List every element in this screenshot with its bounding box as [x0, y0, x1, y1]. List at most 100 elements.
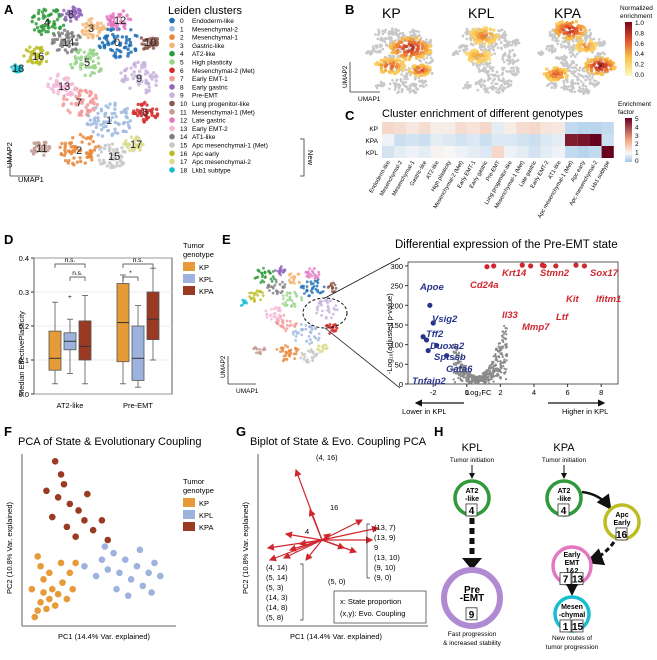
cluster-label-10: 10	[144, 37, 156, 49]
umap-point	[104, 111, 108, 116]
umap-point	[96, 116, 100, 120]
bg-point	[577, 89, 581, 93]
bg-point	[514, 43, 517, 47]
cluster-label-1: 1	[106, 115, 112, 127]
bg-point	[389, 39, 392, 42]
volcano-bg-point	[492, 360, 495, 364]
umap-point	[45, 23, 50, 28]
bg-point	[548, 30, 552, 34]
bg-point	[504, 39, 508, 42]
umap-point	[82, 50, 86, 54]
umap-point	[144, 91, 148, 95]
hot-point	[482, 49, 486, 54]
bg-point	[504, 45, 507, 49]
umap-point	[140, 79, 144, 84]
kpl-at2-node-label: AT2	[466, 488, 479, 495]
bg-point	[584, 87, 588, 91]
bg-point	[381, 47, 385, 51]
bg-point	[582, 92, 585, 96]
umap-point	[121, 149, 125, 154]
heatmap-cell	[443, 146, 456, 158]
umap-e-point	[264, 309, 268, 313]
box-body	[48, 330, 62, 371]
umap-point	[113, 107, 117, 111]
umap-point	[124, 41, 128, 45]
umap-cluster-16	[22, 45, 50, 66]
bg-point	[419, 59, 423, 63]
colorbar-b-tick: 0.4	[635, 51, 644, 58]
umap-point	[55, 17, 60, 22]
bg-point	[581, 68, 585, 72]
bg-point	[478, 46, 482, 49]
umap-point	[154, 83, 158, 87]
volcano-bg-point	[493, 365, 496, 368]
hot-point	[393, 71, 397, 75]
umap-point	[91, 130, 95, 134]
volcano-ytick-label: 50	[395, 360, 403, 369]
volcano-down-point	[423, 337, 430, 343]
legend-name-9: Pre-EMT	[192, 93, 218, 100]
hot-point	[412, 40, 416, 45]
umap-point	[75, 38, 79, 42]
kpa-apc-node-label: Apc	[615, 512, 628, 519]
umap-point	[63, 48, 68, 52]
umap-point	[40, 48, 45, 53]
umap-cluster-10	[139, 36, 160, 51]
box-body	[146, 291, 160, 340]
umap-point	[88, 57, 92, 61]
umap-e-point	[314, 336, 318, 340]
umap-point	[125, 77, 130, 81]
umap-point	[29, 57, 33, 62]
volcano-bg-point	[457, 351, 461, 354]
bg-point	[562, 64, 565, 68]
volcano-bg-point	[497, 345, 500, 348]
sig-bracket	[122, 276, 139, 281]
hot-point	[597, 65, 602, 70]
umap-point	[36, 56, 40, 60]
legend-swatch-18	[169, 167, 175, 173]
umap-e-point	[303, 292, 306, 295]
bg-point	[583, 36, 587, 40]
legend-name-12: Late gastric	[192, 118, 226, 125]
umap-point	[54, 84, 58, 88]
umap-e-point	[255, 347, 259, 351]
umap-point	[50, 24, 55, 29]
umap-e-point	[289, 305, 293, 308]
pca-point-KPL	[148, 589, 155, 596]
umap-e-point	[291, 332, 295, 336]
umap-point	[124, 115, 128, 119]
bg-point	[507, 62, 511, 65]
volcano-bg-point	[502, 339, 505, 342]
hot-point	[398, 45, 402, 49]
bg-point	[561, 40, 565, 44]
umap-e-point	[286, 351, 290, 355]
volcano-bg-point	[460, 367, 464, 370]
umap-point	[125, 13, 129, 18]
hot-point	[392, 50, 397, 55]
heatmap-cell	[455, 122, 468, 134]
umap-point	[94, 52, 98, 56]
umap-e-point	[242, 300, 246, 304]
umap-point	[47, 146, 52, 150]
umap-cluster-11	[29, 140, 52, 157]
heatmap-cell	[418, 146, 431, 158]
umap-point	[37, 17, 41, 21]
bg-point	[399, 50, 402, 54]
umap-point	[106, 22, 111, 26]
umap-point	[71, 5, 76, 9]
umap-point	[99, 67, 103, 71]
bg-point	[582, 82, 585, 86]
pca-point-KP	[59, 579, 66, 586]
hot-point	[561, 25, 565, 29]
umap-point	[78, 48, 82, 52]
umap-point	[94, 125, 99, 130]
volcano-xtick-label: -2	[430, 388, 437, 397]
umap-point	[60, 13, 64, 17]
umap-e-point	[259, 298, 262, 302]
umap-e-point	[261, 291, 264, 294]
umap-point	[124, 35, 129, 39]
cluster-label-17: 17	[130, 139, 142, 151]
umap-point	[128, 40, 133, 45]
umap-point	[89, 155, 94, 159]
